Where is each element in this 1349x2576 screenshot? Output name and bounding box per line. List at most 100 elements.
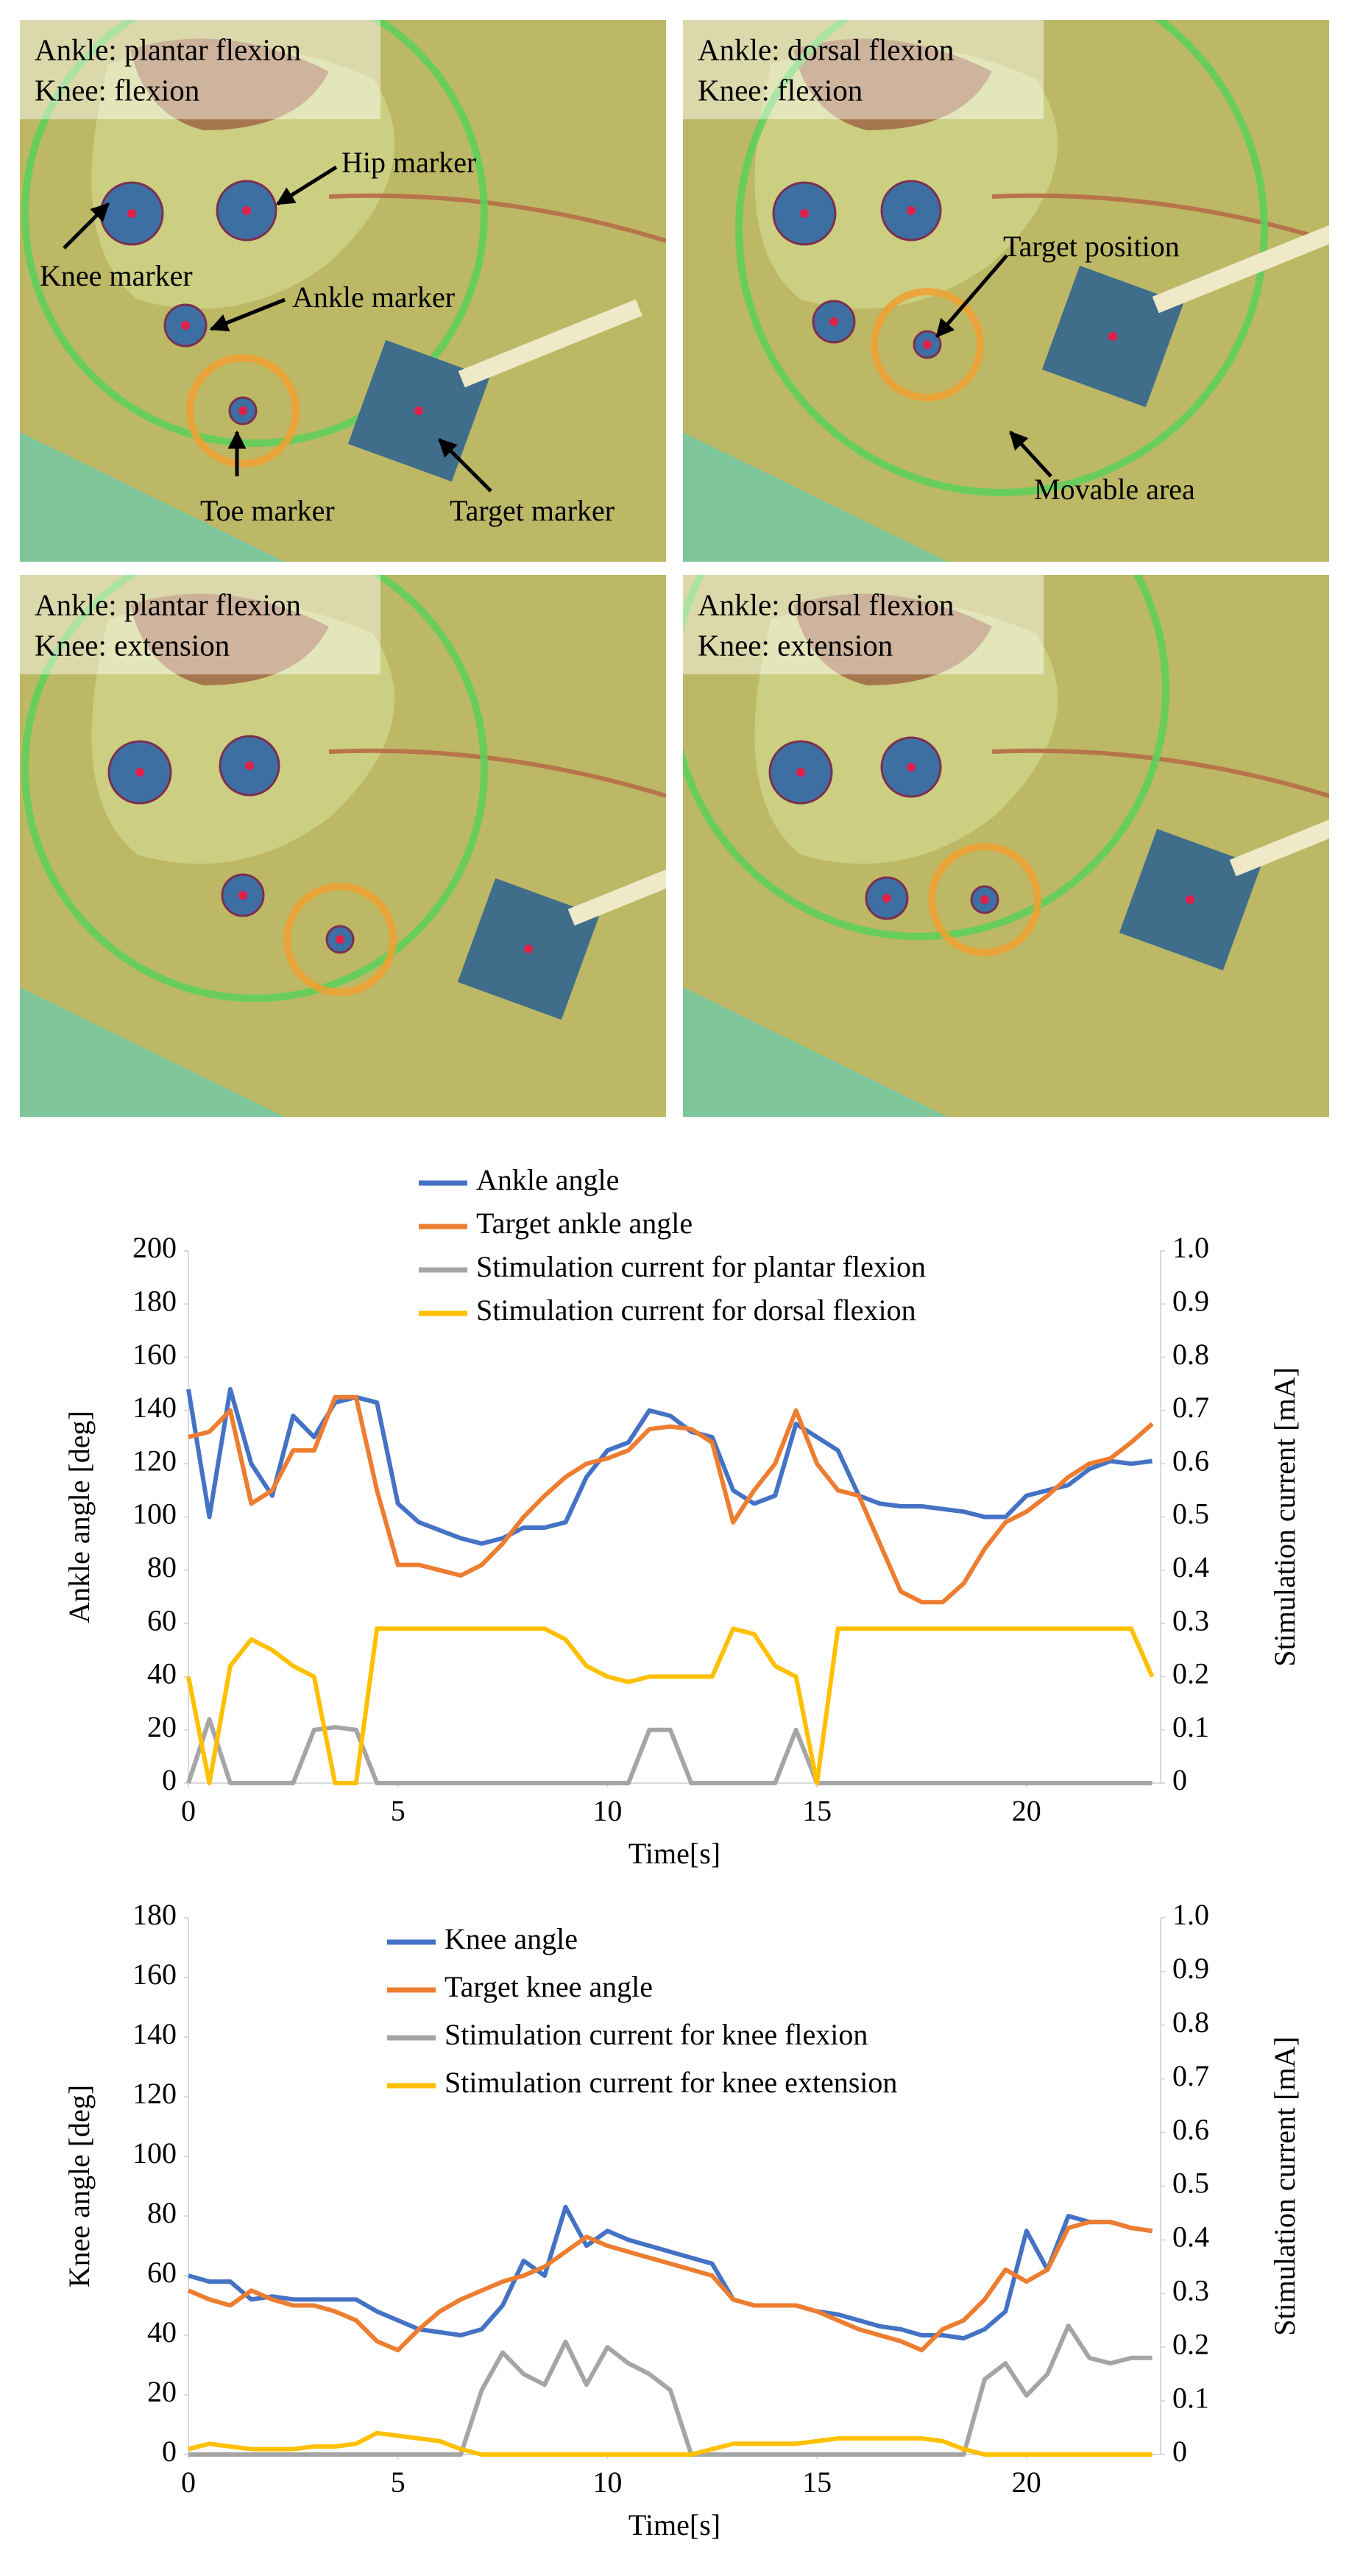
marker-center [829, 317, 838, 326]
y2-tick-label: 0.7 [1172, 2059, 1209, 2092]
y2-tick-label: 0.2 [1172, 1657, 1209, 1690]
x-tick-label: 0 [181, 2466, 196, 2499]
target-ring [871, 288, 984, 401]
platform [20, 958, 329, 1117]
caption: Ankle: plantar flexion [35, 32, 301, 66]
platform [683, 958, 992, 1117]
movable-area [21, 20, 488, 447]
x-tick-label: 20 [1012, 2466, 1041, 2499]
y-tick-label: 80 [147, 2196, 177, 2229]
marker-center [1108, 332, 1117, 341]
y2-tick-label: 0.8 [1172, 2005, 1209, 2039]
caption: Ankle: plantar flexion [35, 587, 301, 621]
marker-center [882, 894, 891, 903]
photo [683, 575, 1329, 1117]
caption-box [683, 575, 1044, 674]
annotation-arrow [209, 297, 286, 332]
y2-tick-label: 0.4 [1172, 1550, 1209, 1584]
y-axis-label: Knee angle [deg] [63, 2085, 96, 2287]
marker-center [238, 406, 247, 415]
caption: Knee: flexion [698, 73, 863, 107]
target-ring [186, 354, 300, 467]
y-tick-label: 80 [147, 1550, 177, 1584]
y-tick-label: 100 [132, 1497, 177, 1531]
y2-tick-label: 0.6 [1172, 1444, 1209, 1477]
annotation-arrow [275, 165, 338, 206]
y2-tick-label: 0.1 [1172, 1710, 1209, 1743]
marker-center [796, 768, 805, 777]
rat-tissue [793, 38, 992, 130]
x-tick-label: 15 [802, 1794, 832, 1827]
target-stick [1152, 225, 1329, 314]
y2-tick-label: 1.0 [1172, 1898, 1209, 1931]
movable-area [683, 575, 1169, 940]
photo-panel: Ankle: dorsal flexion Knee: extension [683, 575, 1329, 1117]
caption: Knee: flexion [35, 73, 199, 107]
target-stick [1229, 788, 1329, 877]
chart: 02040608010012014016018020000.10.20.30.4… [63, 1163, 1301, 1870]
y2-tick-label: 0.6 [1172, 2113, 1209, 2146]
series-line [187, 2220, 1153, 2353]
y-tick-label: 180 [132, 1898, 177, 1931]
photo-panel: Ankle: plantar flexion Knee: extension [20, 575, 666, 1117]
y-tick-label: 60 [147, 1603, 177, 1637]
y-tick-label: 60 [147, 2256, 177, 2289]
y2-tick-label: 0.1 [1172, 2381, 1209, 2414]
y-tick-label: 100 [132, 2136, 177, 2170]
wire [328, 193, 666, 243]
movable-area [21, 575, 488, 1002]
y-tick-label: 160 [132, 1958, 177, 1991]
photo [20, 575, 666, 1117]
x-axis-label: Time[s] [629, 1837, 720, 1870]
y2-tick-label: 0.5 [1172, 1497, 1209, 1531]
caption-box [20, 575, 380, 674]
y-axis-label: Ankle angle [deg] [63, 1411, 96, 1623]
caption-box [683, 20, 1044, 119]
rat-tissue [130, 593, 329, 685]
photo-panel: Ankle: plantar flexion Knee: flexion Hip m… [20, 20, 666, 562]
series-line [186, 1717, 1153, 1785]
y2-tick-label: 1.0 [1172, 1231, 1209, 1264]
rat-tissue [130, 38, 329, 130]
marker-center [245, 761, 254, 770]
y2-tick-label: 0.9 [1172, 1284, 1209, 1317]
marker-center [181, 321, 190, 330]
y-tick-label: 160 [132, 1338, 177, 1371]
chart: 02040608010012014016018000.10.20.30.40.5… [63, 1898, 1301, 2541]
caption-box [20, 20, 380, 119]
y-tick-label: 0 [162, 1763, 177, 1796]
annotation: Knee marker [40, 259, 193, 292]
series-line [186, 1626, 1155, 1785]
x-tick-label: 0 [181, 1794, 196, 1827]
wire [328, 748, 666, 798]
x-axis-label: Time[s] [629, 2508, 720, 2541]
marker-center [127, 209, 136, 218]
y2-tick-label: 0.3 [1172, 2273, 1209, 2307]
marker-center [135, 768, 144, 777]
y2-axis-label: Stimulation current [mA] [1268, 1367, 1301, 1667]
legend-label: Stimulation current for knee extension [445, 2066, 897, 2099]
target-stick [458, 299, 642, 388]
y2-tick-label: 0.8 [1172, 1338, 1209, 1371]
x-tick-label: 20 [1012, 1794, 1041, 1827]
annotation-arrow [63, 202, 110, 250]
annotation-arrow [935, 254, 1008, 338]
target-ring [283, 883, 397, 996]
legend-label: Stimulation current for knee flexion [445, 2018, 868, 2051]
photo [20, 20, 666, 562]
marker-center [1186, 895, 1194, 904]
annotation: Ankle marker [292, 280, 455, 314]
photo [683, 20, 1329, 562]
x-tick-label: 5 [391, 1794, 406, 1827]
annotation: Target position [1003, 230, 1180, 263]
y2-tick-label: 0.5 [1172, 2167, 1209, 2200]
y-tick-label: 120 [132, 2077, 177, 2110]
x-tick-label: 10 [592, 2466, 622, 2499]
marker-center [242, 206, 251, 215]
y-tick-label: 40 [147, 2315, 177, 2349]
y2-tick-label: 0.7 [1172, 1391, 1209, 1424]
y2-axis-label: Stimulation current [mA] [1268, 2036, 1301, 2336]
marker-center [907, 206, 916, 215]
y-tick-label: 40 [147, 1657, 177, 1690]
